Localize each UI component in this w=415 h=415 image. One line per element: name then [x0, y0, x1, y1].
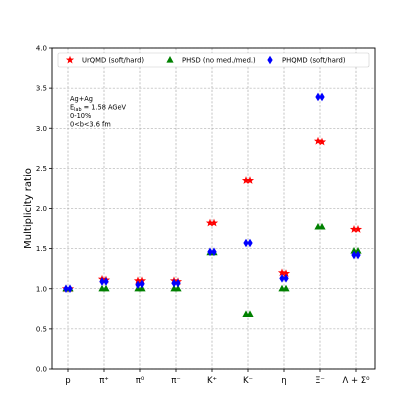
x-tick-label: π⁻ — [171, 376, 181, 386]
triangle-marker — [102, 284, 110, 292]
star-marker — [281, 269, 291, 277]
annotation-centrality: 0-10% — [70, 112, 91, 120]
data-marks — [61, 92, 363, 318]
diamond-marker — [355, 250, 361, 260]
y-tick-label: 3.0 — [36, 125, 47, 133]
diamond-marker — [171, 278, 177, 288]
diamond-marker — [207, 247, 213, 257]
annotation-system: Ag+Ag — [70, 95, 93, 103]
diamond-marker — [135, 280, 141, 290]
star-marker — [241, 176, 251, 184]
x-tick-label: η — [281, 376, 286, 386]
diamond-marker — [211, 247, 217, 257]
x-tick-label: π⁰ — [136, 376, 145, 386]
plot-frame — [51, 47, 376, 370]
triangle-marker — [318, 222, 326, 230]
annotation-impact-parameter: 0<b<3.6 fm — [70, 121, 111, 129]
annotation-energy: Elab = 1.58 AGeV — [70, 104, 127, 114]
legend: UrQMD (soft/hard) PHSD (no med./med.) PH… — [57, 52, 370, 68]
y-tick-label: 1.5 — [36, 245, 47, 253]
axis-ticks: 0.0 0.5 1.0 1.5 2.0 2.5 3.0 3.5 4.0 p π⁺ π⁰ π⁻ K⁺ K⁻ η Ξ… — [36, 45, 370, 387]
legend-diamond-marker — [267, 55, 273, 65]
triangle-marker — [246, 310, 254, 318]
y-tick-label: 2.0 — [36, 205, 47, 213]
diamond-marker — [247, 238, 253, 248]
triangle-marker — [174, 284, 182, 292]
y-tick-label: 0.5 — [36, 325, 47, 333]
triangle-marker — [354, 247, 362, 254]
legend-label-phqmd: PHQMD (soft/hard) — [282, 57, 346, 65]
diamond-marker — [139, 279, 145, 289]
legend-triangle-marker — [166, 56, 174, 63]
y-axis-label: Multiplicity ratio — [23, 168, 34, 249]
star-marker — [317, 137, 327, 146]
star-marker — [245, 176, 255, 184]
triangle-marker — [282, 284, 290, 292]
x-tick-label: p — [65, 376, 70, 386]
x-tick-label: K⁺ — [207, 376, 217, 386]
diamond-marker — [99, 277, 105, 286]
diamond-marker — [63, 284, 69, 294]
diamond-marker — [319, 92, 325, 102]
x-tick-label: π⁺ — [99, 376, 109, 386]
diamond-marker — [315, 92, 321, 102]
y-tick-label: 4.0 — [36, 45, 47, 53]
diamond-marker — [351, 250, 357, 260]
star-marker — [349, 225, 359, 233]
diamond-marker — [103, 277, 109, 286]
star-marker — [209, 218, 219, 227]
y-tick-label: 0.0 — [36, 366, 47, 374]
x-tick-label: K⁻ — [243, 376, 253, 386]
star-marker — [277, 268, 287, 277]
y-tick-label: 1.0 — [36, 285, 47, 293]
star-marker — [313, 136, 323, 145]
legend-star-marker — [65, 55, 75, 64]
y-tick-label: 3.5 — [36, 85, 47, 93]
star-marker — [205, 218, 215, 227]
legend-box — [57, 52, 370, 68]
diamond-marker — [279, 274, 285, 283]
annotation: Ag+Ag Elab = 1.58 AGeV 0-10% 0<b<3.6 fm — [70, 95, 127, 129]
diamond-marker — [243, 238, 249, 248]
diamond-marker — [67, 284, 73, 294]
star-marker — [133, 276, 143, 285]
y-tick-label: 2.5 — [36, 165, 47, 173]
diamond-marker — [175, 278, 181, 288]
legend-markers — [65, 55, 273, 65]
legend-label-urqmd: UrQMD (soft/hard) — [82, 57, 144, 65]
star-marker — [353, 225, 363, 233]
legend-label-phsd: PHSD (no med./med.) — [182, 57, 256, 65]
diamond-marker — [283, 274, 289, 283]
x-tick-label: Ξ⁻ — [315, 376, 325, 386]
x-tick-label: Λ + Σ⁰ — [342, 376, 370, 386]
